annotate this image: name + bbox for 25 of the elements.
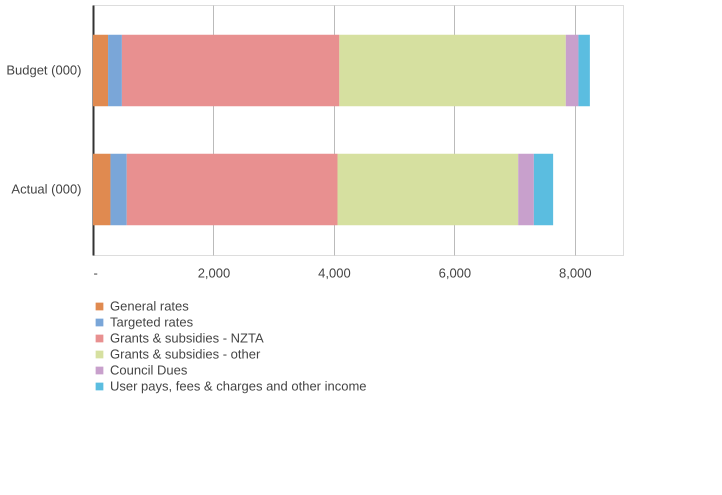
y-tick-label: Actual (000): [11, 182, 82, 197]
bar: [108, 34, 122, 106]
bar: [338, 154, 518, 226]
bar: [339, 34, 566, 106]
y-tick-label: Budget (000): [6, 62, 82, 78]
legend-label: Grants & subsidies - other: [110, 346, 261, 362]
bar: [566, 34, 578, 106]
legend-label: General rates: [110, 298, 190, 314]
bar: [93, 34, 108, 106]
x-tick-label: 2,000: [198, 266, 230, 280]
legend-label: User pays, fees & charges and other income: [110, 378, 367, 394]
legend-label: Council Dues: [110, 362, 188, 378]
x-tick-label: -: [94, 266, 98, 280]
legend-label: Targeted rates: [110, 314, 194, 330]
bar: [534, 154, 554, 226]
x-tick-label: 8,000: [559, 266, 592, 280]
bar: [518, 154, 534, 226]
legend-label: Grants & subsidies - NZTA: [110, 330, 264, 346]
bar: [93, 154, 110, 226]
bar: [126, 154, 338, 226]
bar: [110, 154, 127, 226]
bar: [578, 34, 590, 106]
x-tick-label: 6,000: [438, 266, 472, 280]
x-tick-label: 4,000: [318, 266, 351, 280]
bar: [122, 34, 340, 106]
